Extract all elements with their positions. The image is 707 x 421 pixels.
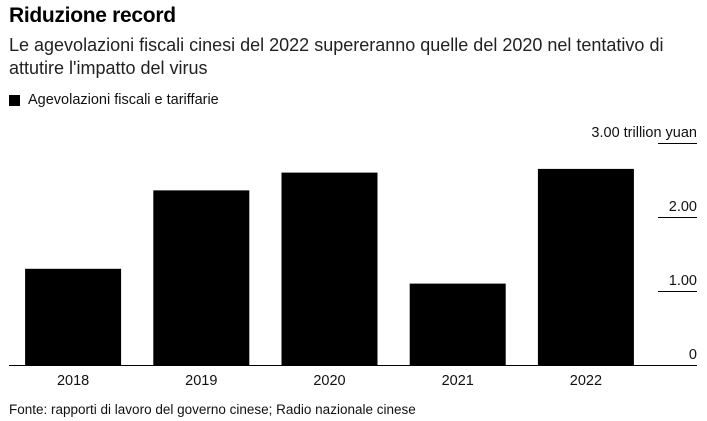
y-tick-label: 2.00 bbox=[669, 199, 697, 215]
legend-swatch bbox=[9, 94, 20, 106]
bar bbox=[281, 172, 378, 365]
y-tick-label: 0 bbox=[689, 347, 697, 363]
x-tick-label: 2020 bbox=[313, 373, 345, 389]
chart-subtitle: Le agevolazioni fiscali cinesi del 2022 … bbox=[9, 35, 664, 78]
source-note: Fonte: rapporti di lavoro del governo ci… bbox=[9, 402, 416, 417]
legend: Agevolazioni fiscali e tariffarie bbox=[9, 90, 219, 110]
y-tick-label: 3.00 trillion yuan bbox=[591, 125, 697, 141]
y-tick-label: 1.00 bbox=[669, 273, 697, 289]
x-tick-label: 2018 bbox=[57, 373, 89, 389]
bar bbox=[537, 168, 634, 365]
legend-label: Agevolazioni fiscali e tariffarie bbox=[28, 92, 219, 108]
x-tick-label: 2021 bbox=[442, 373, 474, 389]
x-tick-label: 2022 bbox=[570, 373, 602, 389]
x-tick-label: 2019 bbox=[185, 373, 217, 389]
bar bbox=[25, 268, 122, 365]
bar-chart: 2018 2019 2020 2021 2022 0 1.00 2.00 3.00 trilli… bbox=[9, 125, 697, 389]
bar bbox=[153, 190, 250, 365]
chart-title: Riduzione record bbox=[9, 4, 176, 27]
bar bbox=[409, 283, 506, 365]
